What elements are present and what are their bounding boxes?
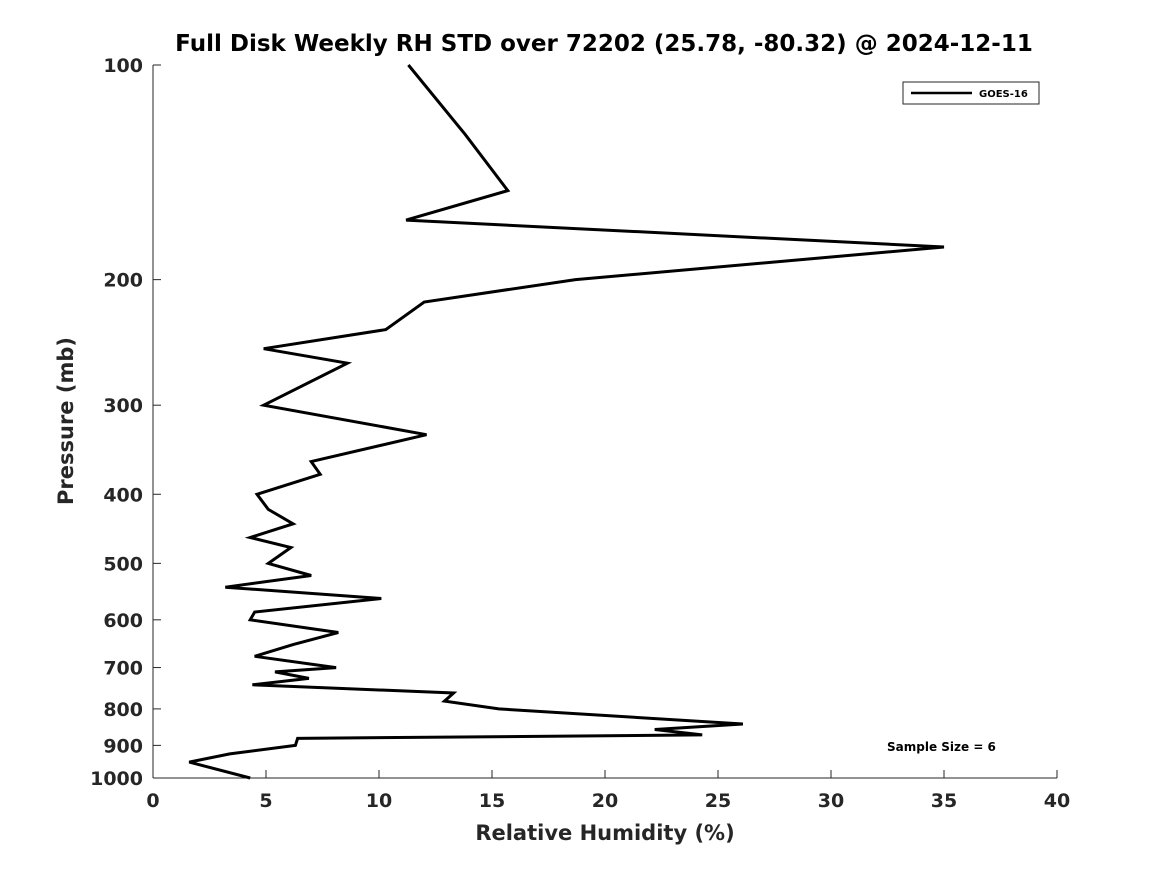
- series-layer: [188, 64, 945, 780]
- y-tick-label: 700: [103, 658, 143, 680]
- sample-size-annotation: Sample Size = 6: [887, 740, 996, 754]
- series-line-goes-16: [188, 64, 945, 780]
- x-tick-label: 5: [259, 790, 272, 812]
- x-axis-ticks: 0 5 10 15 20 25 30 35 40: [146, 770, 1070, 812]
- chart-title: Full Disk Weekly RH STD over 72202 (25.7…: [175, 31, 1033, 57]
- y-axis-ticks: 100 200 300 400 500 600 700 800 900 1000: [90, 55, 161, 790]
- y-axis-label: Pressure (mb): [54, 337, 78, 505]
- y-tick-label: 1000: [90, 768, 143, 790]
- y-tick-label: 500: [103, 553, 143, 575]
- y-tick-label: 600: [103, 610, 143, 632]
- legend: GOES-16: [902, 81, 1040, 105]
- x-tick-label: 40: [1044, 790, 1070, 812]
- y-tick-label: 900: [103, 735, 143, 757]
- y-tick-label: 100: [103, 55, 143, 77]
- x-tick-label: 10: [366, 790, 392, 812]
- x-tick-label: 35: [931, 790, 957, 812]
- x-axis-label: Relative Humidity (%): [475, 821, 734, 845]
- y-tick-label: 400: [103, 484, 143, 506]
- y-tick-label: 800: [103, 699, 143, 721]
- y-tick-label: 300: [103, 395, 143, 417]
- x-tick-label: 25: [705, 790, 731, 812]
- x-tick-label: 20: [592, 790, 618, 812]
- x-tick-label: 0: [146, 790, 159, 812]
- legend-label-goes-16: GOES-16: [979, 89, 1028, 100]
- y-tick-label: 200: [103, 270, 143, 292]
- x-tick-label: 15: [479, 790, 505, 812]
- x-tick-label: 30: [818, 790, 844, 812]
